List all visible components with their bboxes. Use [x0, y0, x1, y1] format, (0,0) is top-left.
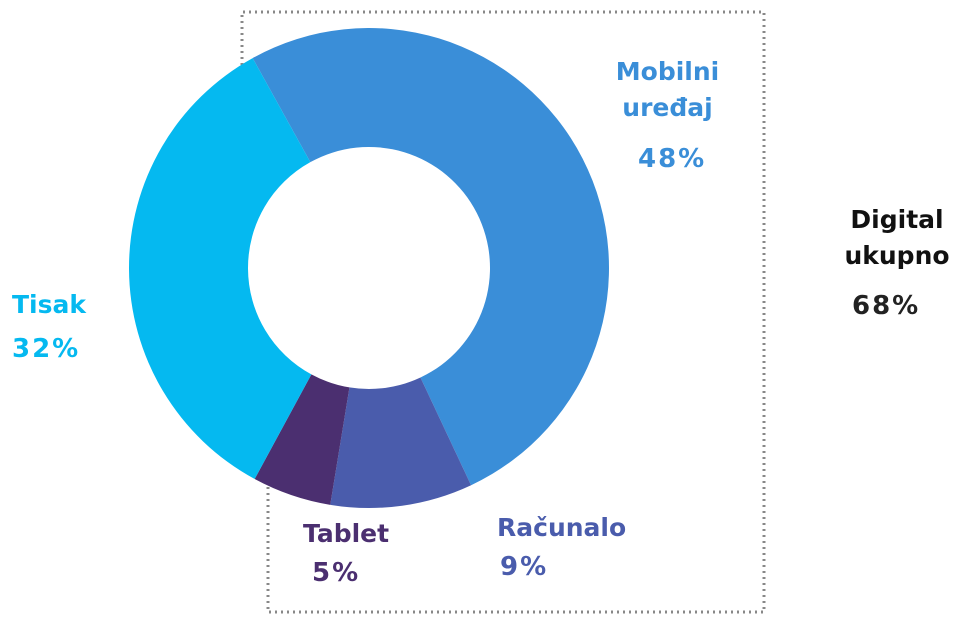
category-label: Mobilni uređaj: [615, 57, 720, 122]
category-label: Računalo: [497, 513, 627, 542]
annotation-value: 68%: [852, 291, 921, 321]
slice: [254, 374, 350, 505]
value-label: 5%: [312, 558, 361, 588]
category-label: Tisak: [12, 290, 86, 319]
annotation-text: Digital ukupno: [844, 205, 950, 270]
value-label: 32%: [12, 334, 81, 364]
slice: [128, 58, 312, 480]
slice: [330, 377, 472, 508]
value-label: 9%: [500, 552, 549, 582]
category-label: Tablet: [303, 519, 390, 548]
value-label: 48%: [638, 144, 707, 174]
digital-box: [240, 10, 766, 614]
slice: [252, 28, 609, 486]
